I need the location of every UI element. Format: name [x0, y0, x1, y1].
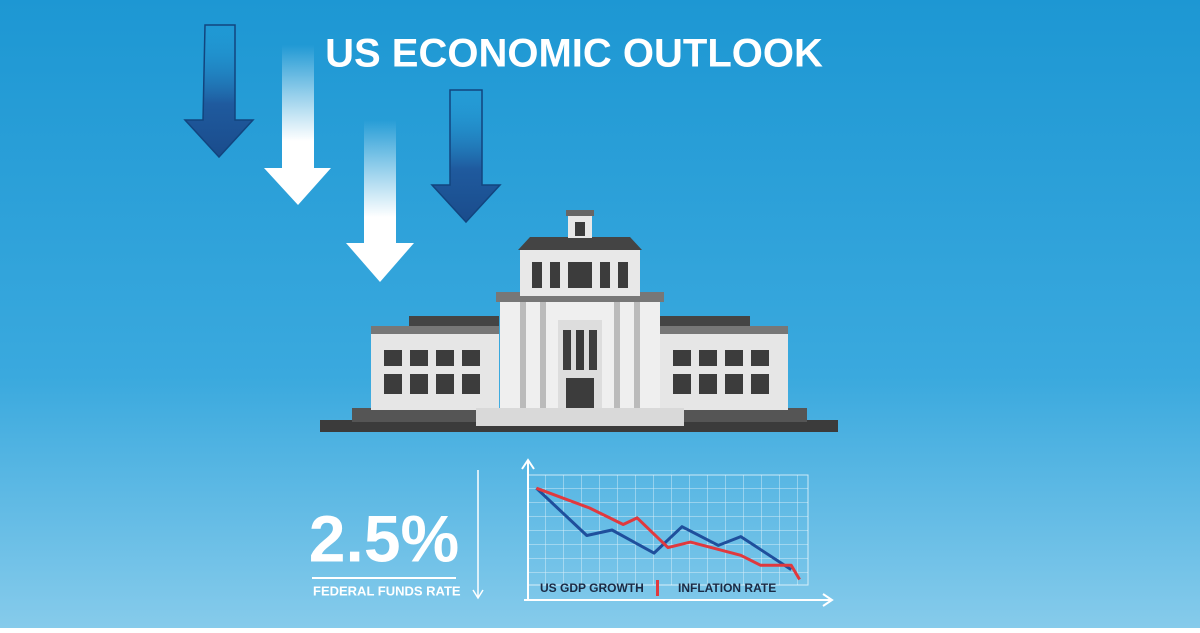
series-line — [535, 487, 793, 571]
arrow — [264, 45, 331, 205]
down-arrow — [472, 470, 484, 600]
legend-label: INFLATION RATE — [678, 581, 776, 595]
arrow — [183, 24, 255, 159]
plot — [535, 486, 801, 581]
building — [320, 210, 838, 432]
arrow — [430, 89, 502, 224]
arrows — [183, 24, 502, 282]
arrow — [346, 120, 414, 282]
axes — [521, 458, 834, 607]
stat-label: FEDERAL FUNDS RATE — [313, 583, 461, 598]
legend-swatch — [656, 580, 659, 596]
series-line — [535, 486, 801, 581]
title: US ECONOMIC OUTLOOK — [325, 32, 823, 76]
chart-grid — [527, 474, 809, 586]
legend-label: US GDP GROWTH — [540, 581, 644, 595]
stat-value: 2.5% — [309, 501, 459, 575]
